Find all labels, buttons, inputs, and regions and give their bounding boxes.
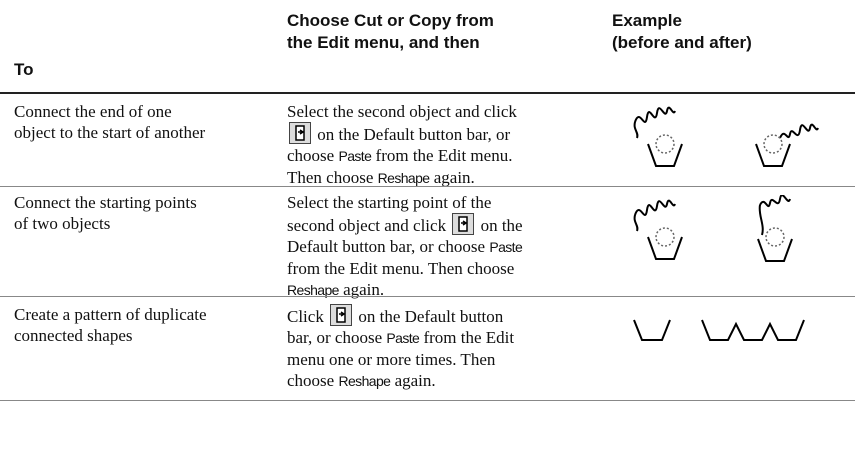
command: Paste — [489, 239, 523, 255]
header-text: the Edit menu, and then — [287, 33, 480, 52]
example-drawing — [633, 319, 805, 341]
command: Paste — [338, 148, 372, 164]
command: Reshape — [338, 373, 391, 389]
text: again. — [343, 280, 385, 299]
text: choose — [287, 371, 335, 390]
example-drawing — [633, 195, 793, 262]
text: object to the start of another — [14, 123, 206, 142]
row-rule — [0, 400, 855, 401]
header-text: To — [14, 60, 34, 79]
cell-action: Select the second object and click on th… — [287, 101, 517, 189]
text: menu one or more times. Then — [287, 350, 496, 369]
text: connected shapes — [14, 326, 133, 345]
row-rule — [0, 186, 855, 187]
text: second object and click — [287, 216, 447, 235]
header-text: Choose Cut or Copy from — [287, 11, 494, 30]
command: Paste — [386, 330, 420, 346]
text: on the — [480, 216, 523, 235]
text: on the Default button — [358, 307, 504, 326]
cell-to: Connect the starting points of two object… — [14, 192, 197, 234]
text: on the Default button bar, or — [317, 125, 511, 144]
text: from the Edit menu. — [375, 146, 513, 165]
text: again. — [433, 168, 475, 187]
cell-action: Click on the Default button bar, or choos… — [287, 304, 514, 392]
header-rule — [0, 92, 855, 94]
header-text: (before and after) — [612, 33, 752, 52]
text: Create a pattern of duplicate — [14, 305, 207, 324]
text: Connect the end of one — [14, 102, 172, 121]
cell-action: Select the starting point of the second o… — [287, 192, 523, 301]
text: again. — [394, 371, 436, 390]
text: from the Edit — [423, 328, 515, 347]
cell-to: Connect the end of one object to the star… — [14, 101, 205, 143]
text: Select the second object and click — [287, 102, 517, 121]
paste-icon — [330, 304, 353, 326]
text: Select the starting point of the — [287, 193, 492, 212]
paste-icon — [452, 213, 475, 235]
header-text: Example — [612, 11, 682, 30]
paste-icon — [289, 122, 311, 144]
text: bar, or choose — [287, 328, 383, 347]
header-to: To — [14, 59, 34, 81]
text: from the Edit menu. Then choose — [287, 259, 515, 278]
text: of two objects — [14, 214, 111, 233]
header-example: Example (before and after) — [612, 10, 752, 54]
text: choose — [287, 146, 335, 165]
example-drawing — [633, 106, 819, 167]
cell-to: Create a pattern of duplicate connected s… — [14, 304, 207, 346]
text: Then choose — [287, 168, 374, 187]
text: Click — [287, 307, 324, 326]
text: Connect the starting points — [14, 193, 197, 212]
command: Reshape — [377, 170, 430, 186]
command: Reshape — [287, 282, 339, 298]
row-rule — [0, 296, 855, 297]
header-action: Choose Cut or Copy from the Edit menu, an… — [287, 10, 494, 54]
text: Default button bar, or choose — [287, 237, 486, 256]
